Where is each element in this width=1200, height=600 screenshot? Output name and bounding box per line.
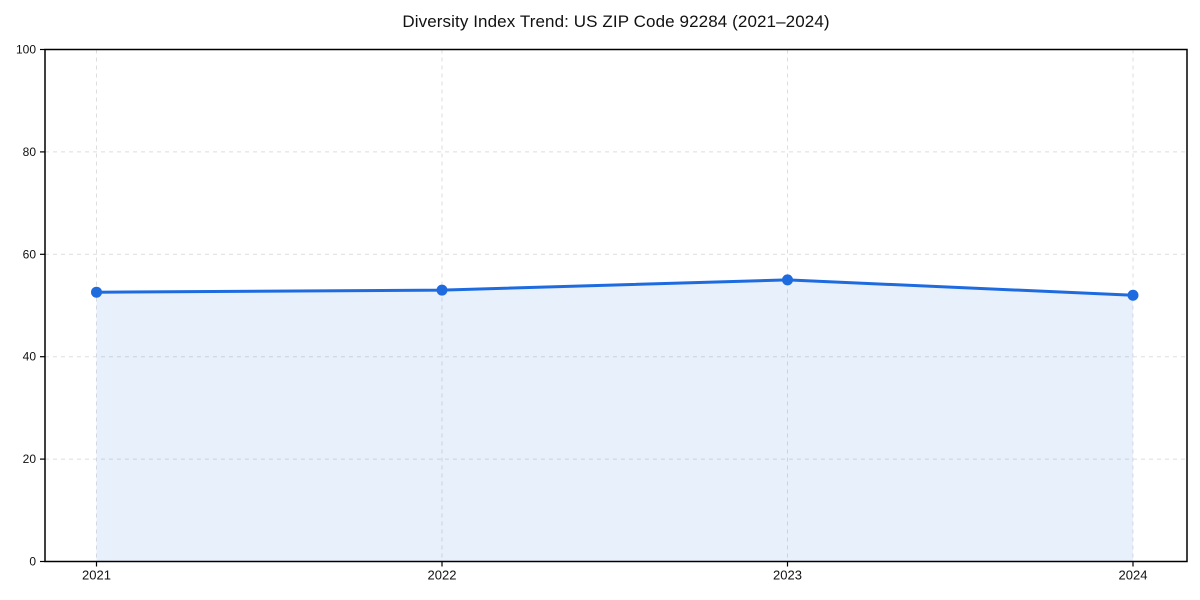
y-tick-label: 60 bbox=[23, 247, 37, 261]
data-point-2023 bbox=[782, 274, 793, 286]
area-fill bbox=[96, 279, 1133, 562]
x-tick-label: 2023 bbox=[773, 568, 802, 583]
y-tick-label: 20 bbox=[23, 452, 37, 466]
chart-title: Diversity Index Trend: US ZIP Code 92284… bbox=[402, 12, 830, 31]
x-tick-label: 2021 bbox=[82, 568, 111, 583]
y-tick-label: 40 bbox=[23, 350, 37, 364]
x-tick-label: 2022 bbox=[428, 568, 457, 583]
y-tick-label: 100 bbox=[16, 43, 36, 57]
trend-line bbox=[95, 278, 1135, 297]
y-tick-label: 0 bbox=[29, 555, 36, 569]
data-point-2024 bbox=[1127, 289, 1139, 301]
data-point-2021 bbox=[91, 286, 102, 298]
plot-frame bbox=[44, 48, 1188, 563]
y-tick-label: 80 bbox=[23, 145, 37, 159]
x-tick-label: 2024 bbox=[1119, 568, 1148, 583]
data-point-2022 bbox=[436, 284, 448, 296]
